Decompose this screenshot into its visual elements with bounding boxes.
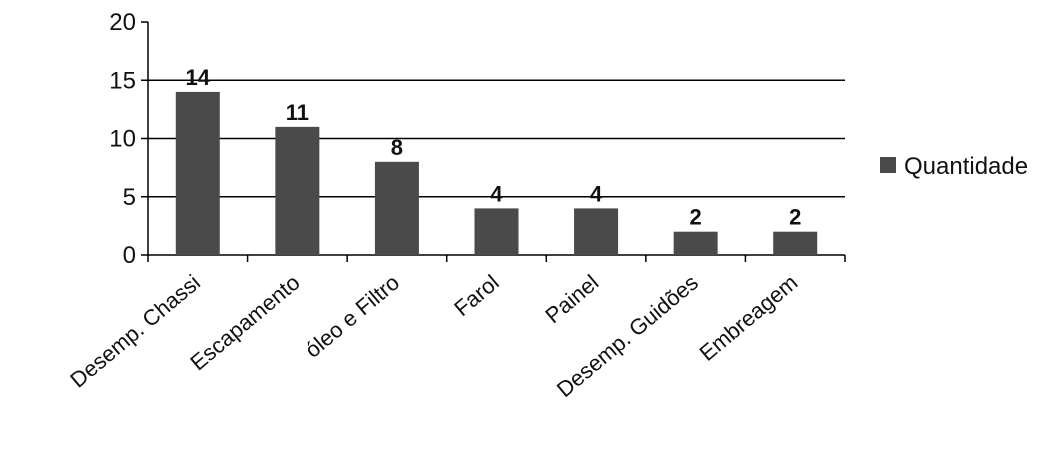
data-label: 8 [391,135,403,160]
y-tick-label: 5 [123,184,136,211]
y-tick-label: 0 [123,242,136,269]
y-tick-labels: 0 5 10 15 20 [109,9,136,269]
data-label: 14 [186,65,211,90]
x-category-labels: Desemp. Chassi Escapamento óleo e Filtro… [65,270,802,402]
bar [474,208,519,255]
x-category-label: Painel [540,270,603,328]
bar [574,208,619,255]
data-label: 2 [789,205,801,230]
x-category-label: Farol [449,270,503,321]
legend-label: Quantidade [904,153,1028,180]
bar [374,161,419,255]
x-category-label: Escapamento [185,270,304,376]
y-tick-label: 10 [109,126,136,153]
y-tick-label: 15 [109,67,136,94]
x-category-label: Desemp. Chassi [65,270,205,393]
legend-swatch [880,157,896,173]
x-category-label: óleo e Filtro [300,270,404,363]
bar [175,91,220,256]
data-label: 4 [590,181,603,206]
data-label: 11 [286,100,309,125]
bars [175,91,818,256]
bar [673,231,718,255]
grid-lines [148,79,845,198]
y-tick-label: 20 [109,9,136,36]
bar [275,126,320,255]
data-label: 2 [690,205,702,230]
bar [773,231,818,255]
data-label: 4 [490,181,503,206]
x-category-label: Embreagem [695,270,803,366]
data-labels: 14 11 8 4 4 2 2 [186,65,802,230]
legend: Quantidade [880,153,1028,180]
